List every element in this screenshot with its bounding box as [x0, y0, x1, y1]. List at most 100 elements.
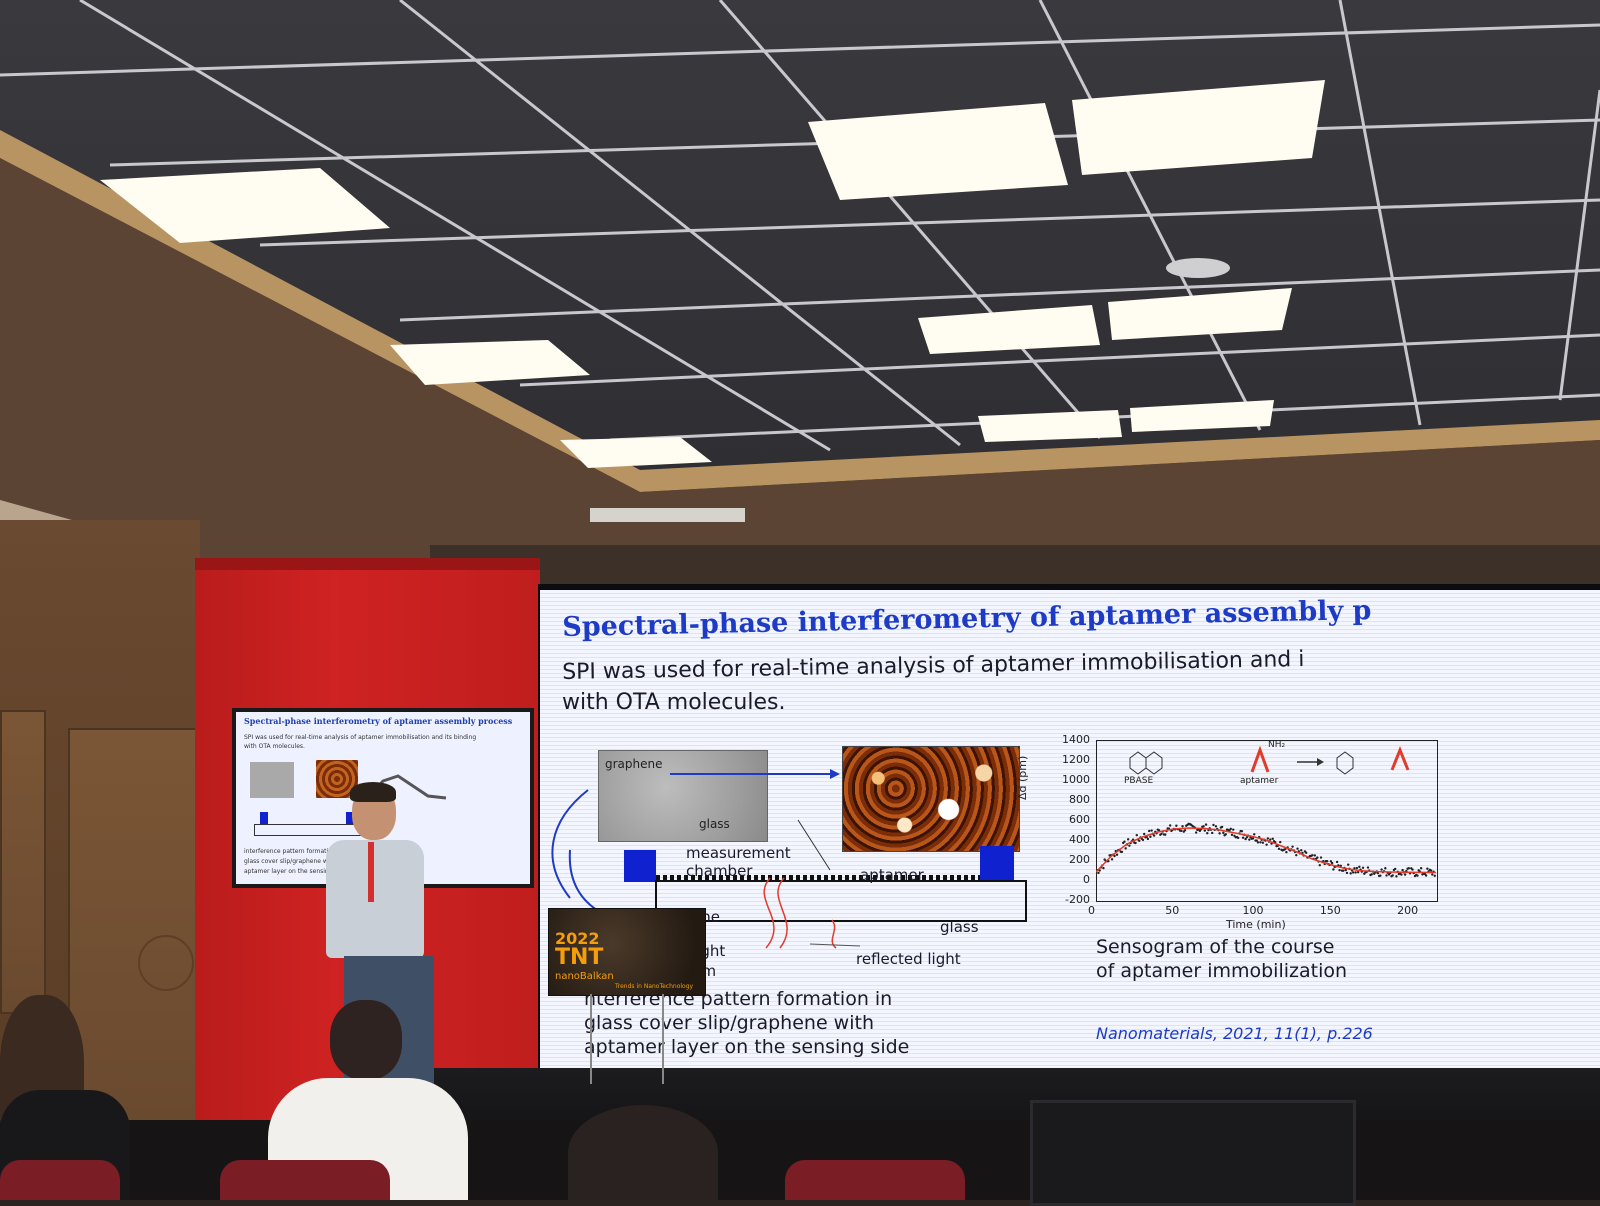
data-point: [1149, 835, 1152, 838]
data-point: [1394, 867, 1397, 871]
data-point: [1152, 834, 1156, 837]
audience-seat: [785, 1160, 965, 1200]
data-point: [1232, 828, 1235, 831]
data-point: [1380, 868, 1383, 871]
data-point: [1113, 854, 1116, 858]
reflected-light-label: reflected light: [856, 950, 961, 968]
podium-sub-1: nanoBalkan: [555, 971, 614, 982]
data-point: [1255, 839, 1258, 842]
data-point: [1318, 864, 1321, 867]
data-point: [1128, 844, 1131, 847]
data-point: [1279, 840, 1282, 844]
data-point: [1175, 824, 1178, 827]
wall-panel: [0, 710, 46, 1014]
monitor-line: interference pattern formation in: [244, 848, 343, 855]
data-point: [1224, 833, 1228, 836]
afm-image: [842, 746, 1020, 852]
data-point: [1271, 837, 1274, 840]
data-point: [1230, 833, 1234, 837]
data-point: [1356, 870, 1360, 874]
data-point: [1311, 854, 1314, 857]
data-point: [1183, 829, 1187, 832]
y-tick-label: 1200: [1062, 753, 1090, 766]
caption-line-2: glass cover slip/graphene with: [584, 1012, 874, 1034]
data-point: [1385, 874, 1388, 877]
data-point: [1366, 866, 1370, 869]
data-point: [1332, 868, 1335, 871]
data-point: [1241, 836, 1245, 839]
data-point: [1433, 874, 1436, 878]
monitor-line: aptamer layer on the sensing side: [244, 868, 347, 875]
data-point: [1123, 840, 1126, 843]
sensogram-caption-2: of aptamer immobilization: [1096, 960, 1348, 982]
data-point: [1335, 860, 1339, 864]
data-point: [1407, 867, 1410, 870]
data-point: [1211, 831, 1214, 835]
data-point: [1401, 868, 1404, 872]
data-point: [1342, 869, 1345, 872]
data-point: [1347, 863, 1350, 866]
data-point: [1110, 858, 1114, 861]
citation: Nanomaterials, 2021, 11(1), p.226: [1096, 1024, 1373, 1043]
data-point: [1204, 823, 1208, 826]
y-tick-label: 800: [1069, 793, 1090, 806]
data-point: [1236, 836, 1240, 840]
wall-door: [68, 728, 197, 1124]
projected-slide: Spectral-phase interferometry of aptamer…: [540, 590, 1600, 1068]
y-tick-label: -200: [1065, 893, 1090, 906]
aptamer-label: aptamer: [860, 866, 924, 884]
data-point: [1245, 836, 1249, 839]
data-point: [1168, 824, 1172, 827]
monitor-title: Spectral-phase interferometry of aptamer…: [244, 716, 513, 726]
data-point: [1251, 837, 1255, 840]
monitor-block-left: [260, 812, 268, 824]
x-tick-label: 200: [1397, 904, 1419, 917]
data-point: [1097, 871, 1100, 875]
data-point: [1316, 856, 1319, 859]
audience-man2-head: [568, 1105, 718, 1200]
data-point: [1147, 829, 1151, 833]
data-point: [1214, 825, 1218, 828]
data-point: [1295, 853, 1298, 857]
data-point: [1411, 868, 1414, 871]
data-point: [1358, 865, 1361, 869]
data-point: [1296, 847, 1299, 850]
chamber-block-left: [624, 850, 656, 882]
data-point: [1361, 866, 1365, 870]
slide-subtitle-1: SPI was used for real-time analysis of a…: [562, 647, 1305, 685]
data-point: [1313, 854, 1317, 857]
data-point: [1261, 841, 1265, 844]
data-point: [1102, 866, 1105, 870]
y-axis-label: Δd (pm): [1016, 755, 1029, 800]
data-point: [1291, 845, 1294, 848]
data-point: [1349, 872, 1352, 875]
data-point: [1391, 874, 1394, 877]
data-point: [1269, 838, 1272, 841]
data-point: [1253, 833, 1256, 836]
data-point: [1229, 827, 1232, 831]
data-point: [1403, 873, 1407, 876]
x-tick-label: 50: [1165, 904, 1180, 917]
inset-aptamer-label: aptamer: [1240, 776, 1279, 786]
measurement-label-1: measurement: [686, 844, 791, 862]
data-point: [1202, 825, 1205, 828]
fit-line: [1096, 827, 1436, 874]
data-point: [1277, 847, 1281, 851]
monitor-line: glass cover slip/graphene with: [244, 858, 336, 865]
y-tick-label: 0: [1083, 873, 1090, 886]
data-point: [1222, 831, 1225, 835]
x-axis-label: Time (min): [1226, 918, 1286, 931]
data-point: [1244, 837, 1247, 841]
data-point: [1203, 829, 1206, 832]
y-tick-label: 600: [1069, 813, 1090, 826]
data-point: [1134, 841, 1137, 845]
data-point: [1143, 832, 1146, 836]
data-point: [1124, 847, 1127, 850]
data-point: [1354, 871, 1357, 874]
slide-subtitle-2: with OTA molecules.: [562, 690, 786, 715]
glass-label-top: glass: [699, 817, 730, 831]
data-point: [1424, 874, 1428, 877]
data-point: [1429, 869, 1433, 872]
data-point: [1240, 830, 1244, 833]
inset-pbase-label: PBASE: [1124, 776, 1154, 786]
